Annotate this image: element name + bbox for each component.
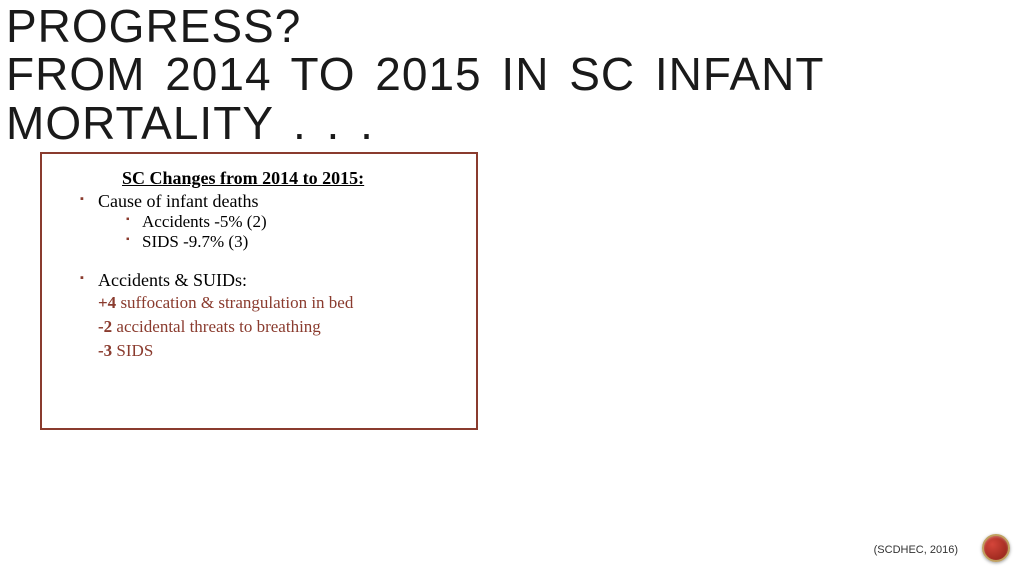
citation: (SCDHEC, 2016) [874,544,958,556]
detail-text: accidental threats to breathing [112,317,321,336]
content-box: SC Changes from 2014 to 2015: Cause of i… [40,152,478,430]
title-line-2: FROM 2014 TO 2015 IN SC INFANT MORTALITY… [6,50,1014,147]
bullet-list: Cause of infant deaths Accidents -5% (2)… [68,191,458,252]
slide-number-badge-icon [982,534,1010,562]
list-item: Cause of infant deaths Accidents -5% (2)… [80,191,458,252]
title-line-1: PROGRESS? [6,2,1014,50]
detail-change: -2 [98,317,112,336]
detail-line: +4 suffocation & strangulation in bed [98,293,458,313]
detail-change: +4 [98,293,116,312]
list-item: SIDS -9.7% (3) [126,232,458,252]
detail-lines: +4 suffocation & strangulation in bed -2… [68,293,458,361]
slide-title: PROGRESS? FROM 2014 TO 2015 IN SC INFANT… [6,2,1014,147]
detail-change: -3 [98,341,112,360]
detail-text: SIDS [112,341,153,360]
list-item-text: Cause of infant deaths [98,191,258,211]
list-item: Accidents & SUIDs: [80,270,458,291]
detail-line: -2 accidental threats to breathing [98,317,458,337]
box-heading: SC Changes from 2014 to 2015: [122,168,458,189]
sub-bullet-list: Accidents -5% (2) SIDS -9.7% (3) [98,212,458,252]
list-item: Accidents -5% (2) [126,212,458,232]
detail-line: -3 SIDS [98,341,458,361]
bullet-list-2: Accidents & SUIDs: [68,270,458,291]
detail-text: suffocation & strangulation in bed [116,293,353,312]
